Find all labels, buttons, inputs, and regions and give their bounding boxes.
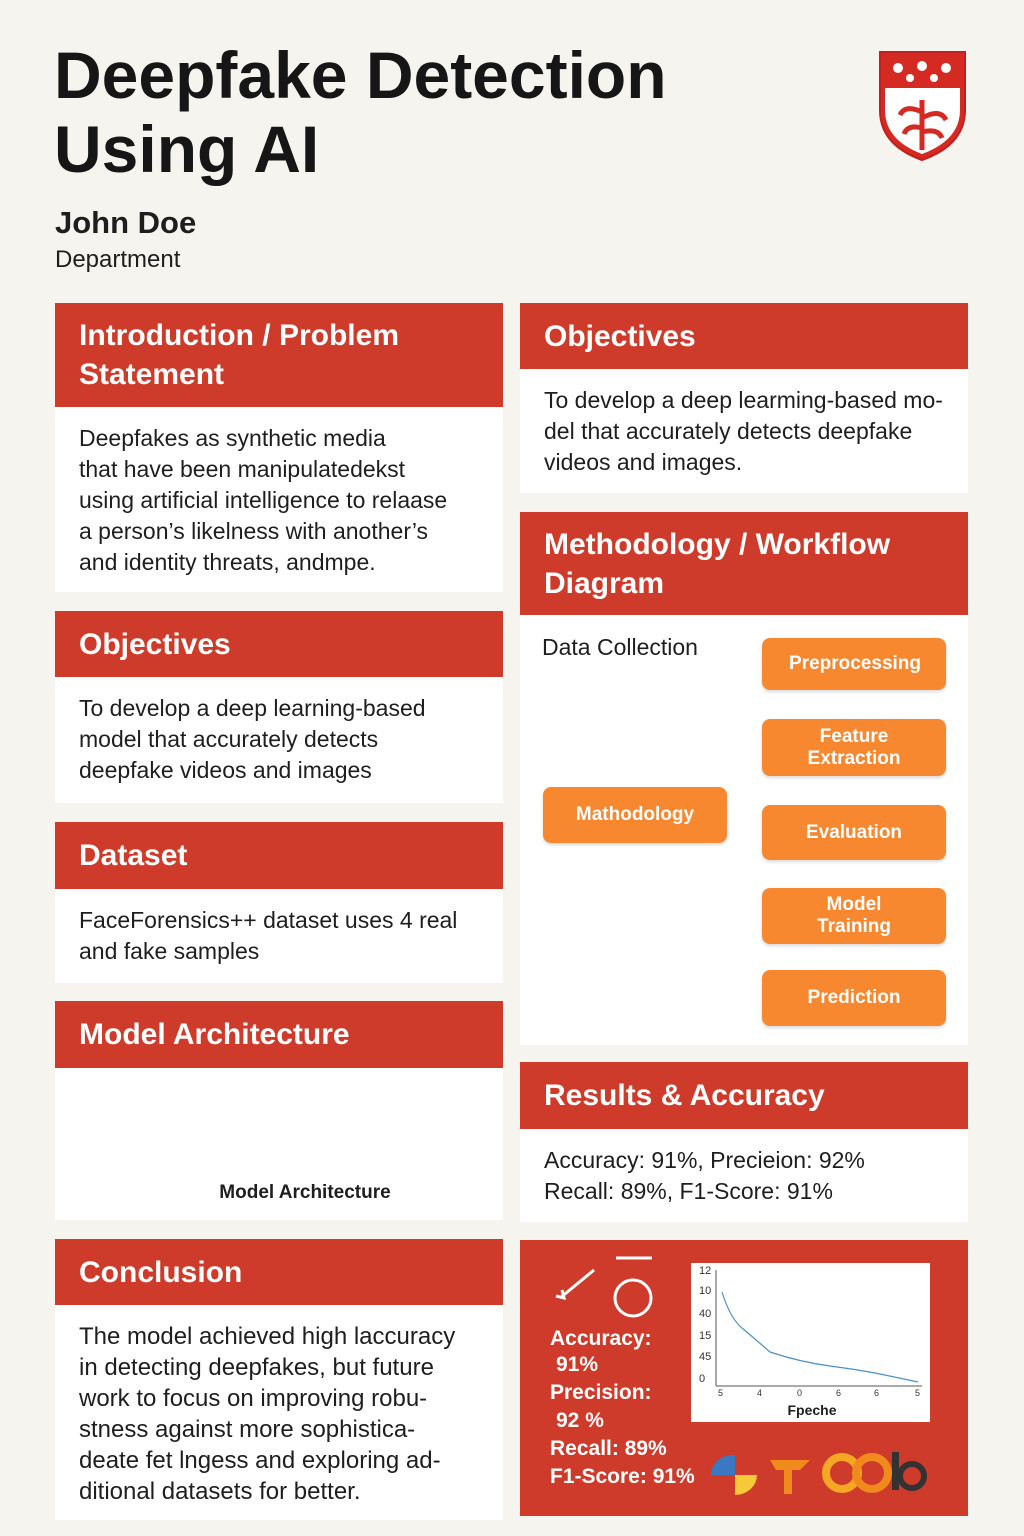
department: Department: [55, 246, 181, 273]
chart-x-label: 0: [797, 1388, 803, 1398]
section-body: FaceForensics++ dataset uses 4 real and f…: [55, 889, 503, 983]
body-line: model that accurately detects: [79, 726, 379, 752]
body-line: videos and images.: [544, 449, 743, 475]
body-line: and fake samples: [79, 938, 260, 964]
chart-x-label: 4: [757, 1388, 763, 1398]
body-line: FaceForensics++ dataset uses 4 real: [79, 907, 458, 933]
body-line: work to focus on improving robu-: [79, 1385, 428, 1412]
section-header: Introduction / Problem Statement: [55, 303, 503, 407]
workflow-node: Model Training: [762, 888, 946, 944]
section-header: Objectives: [520, 303, 968, 369]
workflow-node: Mathodology: [543, 787, 727, 843]
section-body: To develop a deep learning-based model th…: [55, 677, 503, 803]
chart-y-label: 40: [699, 1308, 712, 1320]
chart-y-label: 0: [699, 1373, 706, 1385]
body-line: Recall: 89%, F1-Score: 91%: [544, 1178, 833, 1204]
metric: 92 %: [556, 1409, 604, 1432]
metric: Accuracy:: [550, 1327, 652, 1350]
body-line: in detecting deepfakes, but future: [79, 1354, 434, 1381]
chart-y-label: 45: [699, 1351, 712, 1363]
body-line: that have been manipulatedekst: [79, 456, 406, 482]
section-body: Deepfakes as synthetic media that have be…: [55, 407, 503, 592]
chart-y-label: 15: [699, 1330, 712, 1342]
metric: 91%: [556, 1353, 599, 1376]
body-line: using artificial intelligence to relaase: [79, 487, 448, 513]
body-line: Deepfakes as synthetic media: [79, 425, 386, 451]
logo-plant: [897, 100, 949, 150]
section-body: [55, 1068, 503, 1220]
section-body: To develop a deep learming-based mo-del …: [520, 369, 968, 493]
body-line: and identity threats, andmpe.: [79, 549, 376, 575]
tool-logos: [710, 1452, 927, 1495]
chart-x-label: 6: [836, 1388, 842, 1398]
chart-y-label: 10: [699, 1285, 712, 1297]
body-line: a person’s likelness with another’s: [79, 518, 429, 544]
node-text: Prediction: [807, 987, 901, 1008]
chart-x-label: 5: [915, 1388, 921, 1398]
poster-title: Deepfake Detection Using AI: [54, 38, 667, 186]
chart-y-label: 12: [699, 1265, 712, 1277]
metric: Precision:: [550, 1381, 652, 1404]
chart-x-title: Fpeche: [787, 1402, 837, 1418]
node-text: Preprocessing: [789, 653, 921, 674]
figure-caption: Model Architecture: [219, 1182, 391, 1203]
section-header: Model Architecture: [55, 1001, 503, 1068]
body-line: To develop a deep learming-based mo-: [544, 387, 943, 413]
body-line: del that accurately detects deepfake: [544, 418, 913, 444]
body-line: ditional datasets for better.: [79, 1478, 361, 1505]
node-text: Evaluation: [805, 821, 903, 843]
section-header: Results & Accuracy: [520, 1062, 968, 1129]
workflow-node: Prediction: [762, 970, 946, 1026]
metric: Recall: 89%: [550, 1437, 667, 1460]
section-body: The model achieved high laccuracy in dete…: [55, 1305, 503, 1520]
body-line: To develop a deep learning-based: [79, 695, 426, 721]
panel-icons: [555, 1256, 653, 1318]
author: John Doe: [55, 205, 197, 240]
section-header: Objectives: [55, 611, 503, 677]
section-header: Dataset: [55, 822, 503, 889]
chart-x-label: 5: [718, 1388, 724, 1398]
node-text: Mathodology: [575, 804, 695, 825]
section-header: Conclusion: [55, 1239, 503, 1305]
section-header: Methodology / Workflow Diagram: [520, 512, 968, 615]
body-line: deepfake videos and images: [79, 757, 372, 783]
mini-chart: [715, 1270, 922, 1387]
plain-node: Data Collection: [542, 634, 698, 660]
body-line: deate fet lngess and exploring ad-: [79, 1447, 441, 1474]
logo-marks: [893, 61, 951, 82]
workflow-node: Evaluation: [762, 805, 946, 860]
node-text: Feature Extraction: [807, 725, 901, 769]
workflow-node: Preprocessing: [762, 638, 946, 690]
chart-x-label: 6: [874, 1388, 880, 1398]
metric: F1-Score: 91%: [550, 1465, 695, 1488]
node-text: Model Training: [817, 894, 891, 937]
body-line: stness against more sophistica-: [79, 1416, 416, 1443]
section-body: Accuracy: 91%, Precieion: 92% Recall: 89%…: [520, 1129, 968, 1222]
chart-box: [691, 1263, 930, 1422]
workflow-node: Feature Extraction: [762, 719, 946, 776]
body-line: The model achieved high laccuracy: [79, 1323, 456, 1350]
body-line: Accuracy: 91%, Precieion: 92%: [544, 1147, 865, 1173]
